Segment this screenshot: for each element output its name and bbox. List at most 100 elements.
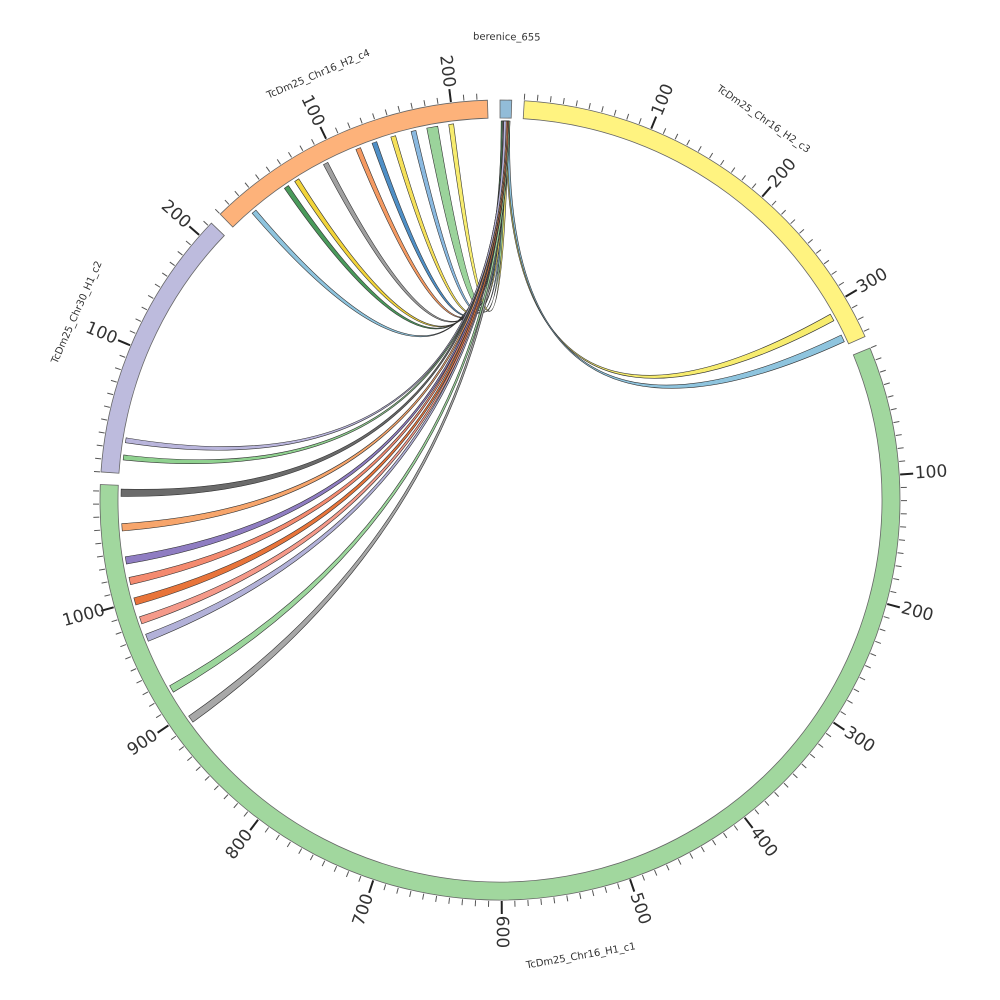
minor-tick (733, 825, 739, 831)
tick-label: 400 (746, 823, 782, 861)
minor-tick (883, 616, 890, 619)
minor-tick (807, 238, 813, 244)
minor-tick (111, 619, 118, 623)
tick-label: 300 (840, 722, 878, 757)
segment-label: berenice_655 (473, 32, 541, 44)
minor-tick (781, 209, 787, 215)
minor-tick (96, 444, 103, 447)
segment-arc (100, 222, 225, 474)
major-tick (743, 817, 754, 829)
minor-tick (95, 457, 102, 460)
minor-tick (686, 139, 691, 146)
major-tick (117, 339, 131, 347)
minor-tick (662, 128, 667, 134)
minor-tick (345, 871, 350, 878)
minor-tick (309, 854, 314, 861)
tick-label: 200 (435, 54, 459, 89)
minor-tick (870, 344, 877, 349)
minor-tick (549, 96, 552, 103)
minor-tick (553, 897, 556, 904)
minor-tick (809, 753, 816, 759)
minor-tick (771, 200, 777, 206)
minor-tick (840, 711, 847, 716)
minor-tick (423, 100, 426, 107)
tick-label: 100 (648, 81, 679, 119)
minor-tick (187, 756, 193, 761)
minor-tick (865, 665, 871, 669)
minor-tick (601, 106, 604, 113)
link-ribbon (125, 120, 507, 451)
major-tick (900, 472, 914, 476)
minor-tick (169, 261, 175, 266)
minor-tick (883, 382, 890, 386)
link-ribbon (507, 120, 845, 389)
major-tick (188, 225, 200, 236)
minor-tick (136, 679, 143, 684)
minor-tick (654, 869, 658, 876)
major-tick (368, 880, 375, 894)
major-tick (650, 116, 658, 130)
minor-tick (863, 328, 870, 332)
minor-tick (125, 656, 132, 660)
minor-tick (566, 895, 569, 902)
minor-tick (147, 295, 154, 299)
major-tick (887, 603, 901, 609)
minor-tick (838, 281, 845, 286)
minor-tick (700, 846, 705, 853)
minor-tick (98, 431, 105, 434)
minor-tick (383, 884, 387, 891)
minor-tick (347, 122, 351, 129)
minor-tick (335, 127, 339, 134)
minor-tick (895, 434, 902, 437)
minor-tick (214, 208, 220, 214)
minor-tick (321, 860, 326, 867)
segment-arc (499, 99, 513, 119)
minor-tick (859, 676, 866, 681)
major-tick (761, 186, 772, 198)
minor-tick (101, 418, 108, 421)
major-tick (319, 126, 327, 140)
minor-tick (825, 732, 832, 738)
minor-tick (897, 447, 904, 449)
minor-tick (95, 542, 102, 545)
minor-tick (448, 897, 451, 904)
minor-tick (142, 691, 149, 696)
minor-tick (178, 746, 185, 751)
link-ribbon (448, 120, 509, 312)
minor-tick (540, 898, 542, 905)
major-tick (833, 721, 845, 731)
minor-tick (358, 875, 362, 882)
minor-tick (233, 802, 239, 809)
major-tick (157, 724, 169, 734)
minor-tick (265, 166, 271, 173)
tick-label: 100 (83, 318, 121, 349)
minor-tick (890, 590, 897, 594)
minor-tick (384, 109, 388, 116)
minor-tick (104, 594, 111, 597)
minor-tick (575, 100, 578, 107)
link-ribbon (169, 120, 511, 693)
minor-tick (641, 874, 645, 881)
minor-tick (588, 103, 591, 110)
major-tick (249, 819, 259, 831)
minor-tick (243, 811, 249, 817)
minor-tick (155, 714, 162, 719)
minor-tick (461, 899, 464, 906)
tick-label: 900 (124, 725, 162, 760)
minor-tick (436, 97, 439, 104)
minor-tick (875, 357, 882, 361)
minor-tick (579, 892, 582, 899)
minor-tick (130, 668, 137, 672)
minor-tick (203, 220, 209, 226)
minor-tick (818, 743, 824, 748)
minor-tick (799, 228, 805, 234)
minor-tick (264, 827, 269, 833)
minor-tick (674, 133, 679, 140)
minor-tick (177, 251, 183, 256)
minor-tick (875, 640, 882, 644)
links (120, 120, 845, 723)
tick-label: 600 (492, 916, 512, 949)
minor-tick (617, 883, 620, 890)
minor-tick (591, 890, 595, 897)
